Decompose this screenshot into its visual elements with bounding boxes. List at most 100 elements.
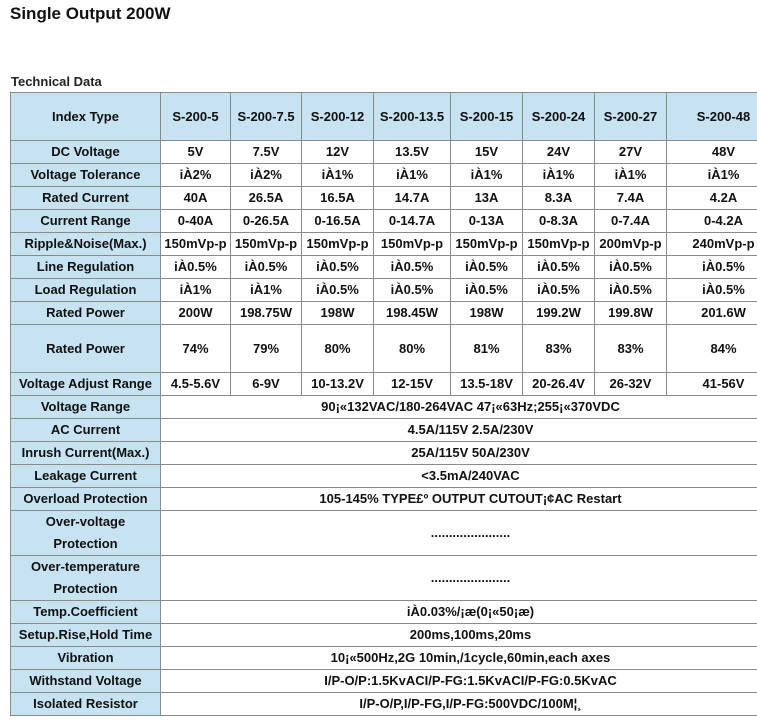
table-row: AC Current 4.5A/115V 2.5A/230V: [10, 418, 757, 442]
table-row: Overload Protection 105-145% TYPE£º OUTPU…: [10, 487, 757, 511]
spec-table: Index Type S-200-5 S-200-7.5 S-200-12 S-200-…: [10, 92, 757, 716]
table-row: Withstand Voltage I/P-O/P:1.5KvACI/P-FG:1…: [10, 669, 757, 693]
table-row: Rated Current 40A 26.5A 16.5A 14.7A 13A 8.3A 7.…: [10, 186, 757, 210]
cell: 27V: [594, 140, 667, 164]
table-row: Rated Power 74% 79% 80% 80% 81% 83% 83% 84%: [10, 324, 757, 373]
cell: 198W: [301, 301, 374, 325]
header-cell: S-200-12: [301, 92, 374, 141]
row-label: Rated Power: [10, 324, 161, 373]
cell: 0-16.5A: [301, 209, 374, 233]
cell: 198.75W: [230, 301, 302, 325]
cell: 0-40A: [160, 209, 231, 233]
table-row: Isolated Resistor I/P-O/P,I/P-FG,I/P-FG:5…: [10, 692, 757, 716]
table-row: Setup.Rise,Hold Time 200ms,100ms,20ms: [10, 623, 757, 647]
row-label: Over-temperature Protection: [10, 555, 161, 601]
table-row: Voltage Tolerance iÀ2% iÀ2% iÀ1% iÀ1% iÀ1% iÀ1…: [10, 163, 757, 187]
cell: I/P-O/P,I/P-FG,I/P-FG:500VDC/100M¦¸: [160, 692, 757, 716]
cell: 201.6W: [666, 301, 757, 325]
row-label: Temp.Coefficient: [10, 600, 161, 624]
cell: 20-26.4V: [522, 372, 595, 396]
cell: 150mVp-p: [301, 232, 374, 256]
row-label: Over-voltage Protection: [10, 510, 161, 556]
row-label: Load Regulation: [10, 278, 161, 302]
cell: 79%: [230, 324, 302, 373]
header-cell: Index Type: [10, 92, 161, 141]
cell: 16.5A: [301, 186, 374, 210]
cell: iÀ1%: [301, 163, 374, 187]
cell: 0-8.3A: [522, 209, 595, 233]
cell: iÀ0.5%: [301, 255, 374, 279]
row-label: Line Regulation: [10, 255, 161, 279]
cell: iÀ0.5%: [450, 278, 523, 302]
cell: 84%: [666, 324, 757, 373]
table-row: Voltage Adjust Range 4.5-5.6V 6-9V 10-13.2V…: [10, 372, 757, 396]
row-label: Leakage Current: [10, 464, 161, 488]
row-label: Voltage Tolerance: [10, 163, 161, 187]
row-label: Withstand Voltage: [10, 669, 161, 693]
cell: 24V: [522, 140, 595, 164]
cell: 200W: [160, 301, 231, 325]
cell: iÀ0.5%: [522, 278, 595, 302]
cell: 150mVp-p: [230, 232, 302, 256]
table-row: DC Voltage 5V 7.5V 12V 13.5V 15V 24V 27V 48V: [10, 140, 757, 164]
cell: iÀ0.5%: [522, 255, 595, 279]
cell: 240mVp-p: [666, 232, 757, 256]
cell: ......................: [160, 510, 757, 556]
cell: 150mVp-p: [160, 232, 231, 256]
row-label: Vibration: [10, 646, 161, 670]
cell: 0-4.2A: [666, 209, 757, 233]
cell: ......................: [160, 555, 757, 601]
cell: 150mVp-p: [522, 232, 595, 256]
cell: iÀ2%: [230, 163, 302, 187]
cell: 83%: [594, 324, 667, 373]
table-row: Current Range 0-40A 0-26.5A 0-16.5A 0-14.7A 0…: [10, 209, 757, 233]
header-cell: S-200-7.5: [230, 92, 302, 141]
cell: <3.5mA/240VAC: [160, 464, 757, 488]
cell: 0-7.4A: [594, 209, 667, 233]
header-cell: S-200-27: [594, 92, 667, 141]
table-row: Over-voltage Protection.................…: [10, 510, 757, 556]
cell: iÀ1%: [373, 163, 451, 187]
cell: iÀ1%: [594, 163, 667, 187]
table-row: Leakage Current <3.5mA/240VAC: [10, 464, 757, 488]
cell: iÀ0.5%: [160, 255, 231, 279]
row-label: Inrush Current(Max.): [10, 441, 161, 465]
row-label: Current Range: [10, 209, 161, 233]
cell: 13A: [450, 186, 523, 210]
cell: 13.5V: [373, 140, 451, 164]
header-row: Index Type S-200-5 S-200-7.5 S-200-12 S-200-…: [10, 92, 757, 141]
cell: iÀ1%: [666, 163, 757, 187]
row-label: Setup.Rise,Hold Time: [10, 623, 161, 647]
table-row: Rated Power 200W 198.75W 198W 198.45W 198W 199…: [10, 301, 757, 325]
table-wrap: Index Type S-200-5 S-200-7.5 S-200-12 S-200-…: [10, 92, 757, 721]
cell: 14.7A: [373, 186, 451, 210]
cell: iÀ0.5%: [666, 278, 757, 302]
cell: 15V: [450, 140, 523, 164]
subtitle: Technical Data: [11, 74, 102, 89]
row-label: Overload Protection: [10, 487, 161, 511]
header-cell: S-200-5: [160, 92, 231, 141]
cell: iÀ2%: [160, 163, 231, 187]
row-label: DC Voltage: [10, 140, 161, 164]
table-row: Vibration 10¡«500Hz,2G 10min,/1cycle,60mi…: [10, 646, 757, 670]
cell: 48V: [666, 140, 757, 164]
cell: iÀ1%: [450, 163, 523, 187]
cell: I/P-O/P:1.5KvACI/P-FG:1.5KvACI/P-FG:0.5K…: [160, 669, 757, 693]
cell: 0-14.7A: [373, 209, 451, 233]
cell: 74%: [160, 324, 231, 373]
cell: 25A/115V 50A/230V: [160, 441, 757, 465]
table-row: Over-temperature Protection.............…: [10, 555, 757, 601]
table-row: Ripple&Noise(Max.) 150mVp-p 150mVp-p 150mVp…: [10, 232, 757, 256]
cell: iÀ0.5%: [450, 255, 523, 279]
cell: 40A: [160, 186, 231, 210]
page-title: Single Output 200W: [10, 4, 171, 23]
table-row: Temp.Coefficient iÀ0.03%/¡æ(0¡«50¡æ): [10, 600, 757, 624]
cell: 199.2W: [522, 301, 595, 325]
cell: iÀ0.5%: [594, 278, 667, 302]
cell: 10¡«500Hz,2G 10min,/1cycle,60min,each ax…: [160, 646, 757, 670]
table-row: Line Regulation iÀ0.5% iÀ0.5% iÀ0.5% iÀ0.5% i…: [10, 255, 757, 279]
cell: 199.8W: [594, 301, 667, 325]
header-cell: S-200-13.5: [373, 92, 451, 141]
cell: 7.4A: [594, 186, 667, 210]
